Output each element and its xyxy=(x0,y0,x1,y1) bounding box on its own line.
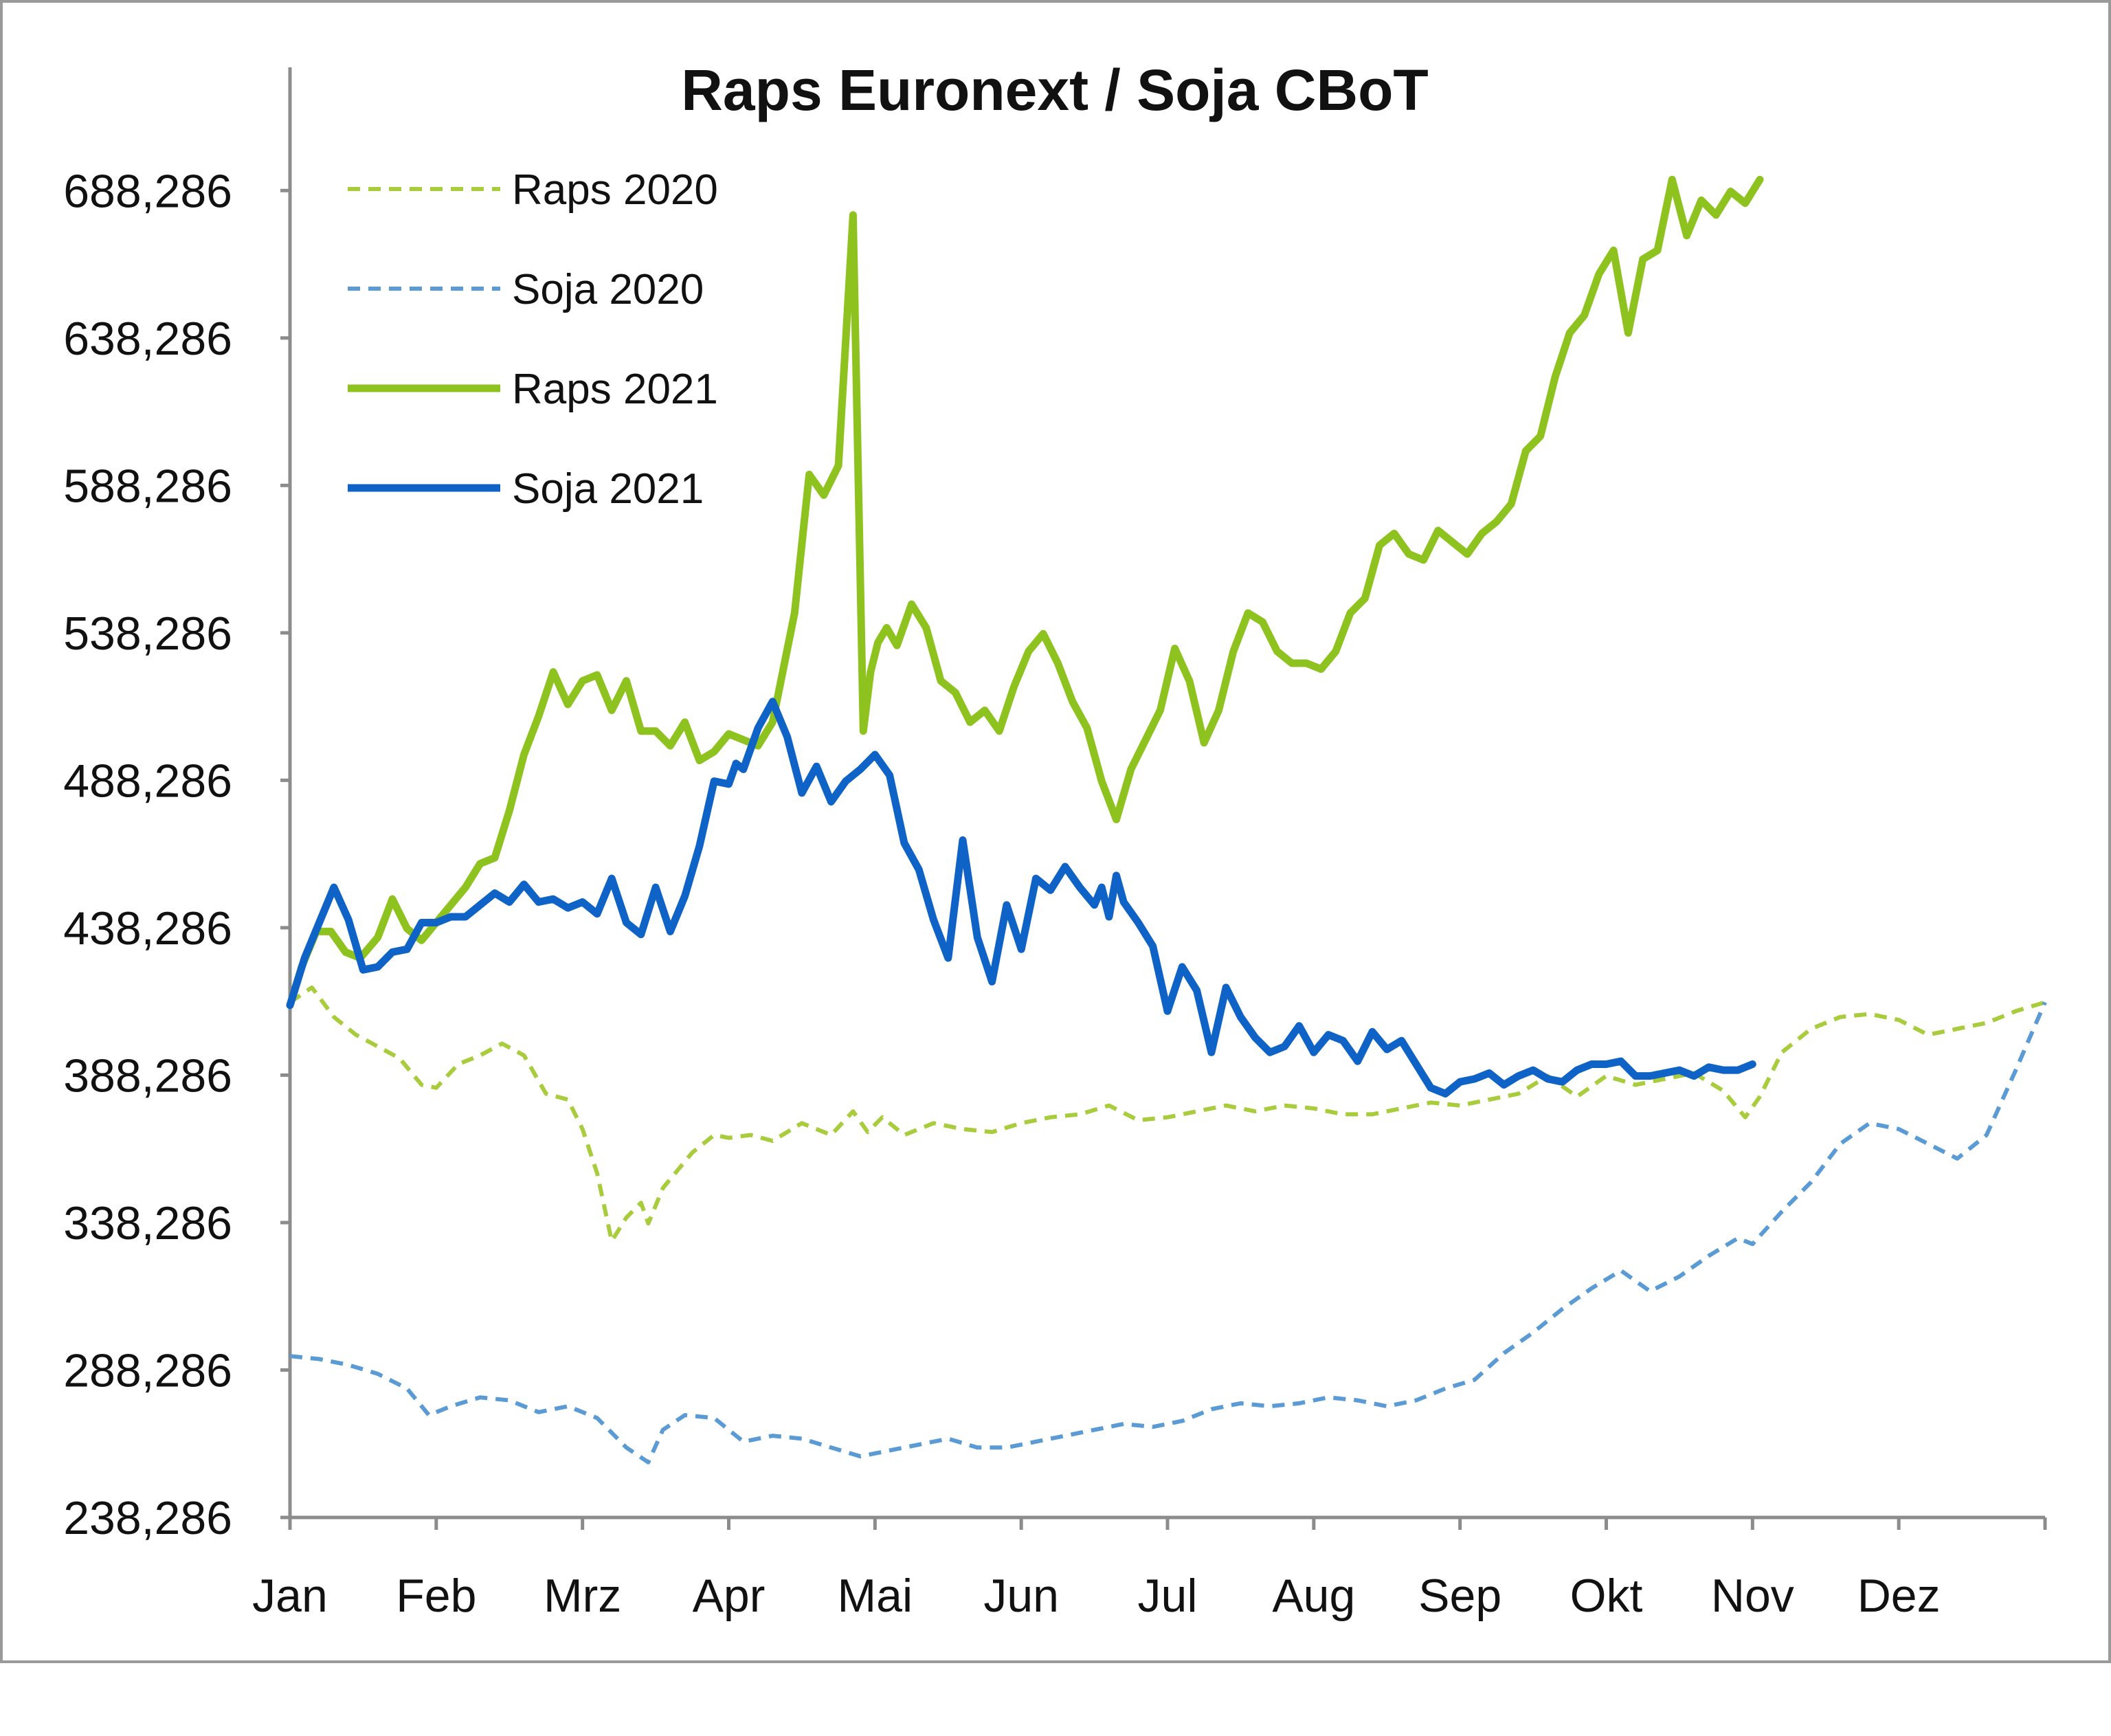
x-tick-label: Apr xyxy=(693,1570,766,1622)
chart-frame xyxy=(0,0,2111,1663)
legend-label: Soja 2020 xyxy=(512,266,704,313)
x-tick-label: Jan xyxy=(252,1570,328,1622)
chart-title: Raps Euronext / Soja CBoT xyxy=(681,58,1429,122)
y-tick-label: 288,286 xyxy=(63,1344,232,1396)
x-tick-label: Jul xyxy=(1138,1570,1198,1622)
y-tick-label: 438,286 xyxy=(63,902,232,955)
series-line-raps-2021 xyxy=(286,175,1764,1010)
x-tick-label: Dez xyxy=(1857,1570,1941,1622)
x-tick-label: Sep xyxy=(1418,1570,1501,1622)
x-tick-label: Jun xyxy=(983,1570,1059,1622)
y-tick-label: 238,286 xyxy=(63,1492,232,1544)
y-tick-label: 588,286 xyxy=(63,460,232,512)
y-tick-label: 338,286 xyxy=(63,1197,232,1249)
series-line-soja-2021 xyxy=(286,698,1756,1098)
x-tick-label: Nov xyxy=(1711,1570,1794,1622)
y-tick-label: 488,286 xyxy=(63,755,232,807)
y-tick-label: 638,286 xyxy=(63,313,232,365)
y-tick-label: 538,286 xyxy=(63,608,232,660)
series-layer xyxy=(286,175,2047,1465)
x-tick-label: Okt xyxy=(1570,1570,1643,1622)
x-tick-label: Feb xyxy=(396,1570,476,1622)
y-tick-label: 688,286 xyxy=(63,165,232,217)
series-line-soja-2020 xyxy=(289,1001,2047,1465)
x-tick-label: Mai xyxy=(838,1570,913,1622)
axes: 238,286 288,286 338,286 388,286 438,286 488,2… xyxy=(63,67,2047,1622)
legend: Raps 2020 Soja 2020 Raps 2021 Soja 2021 xyxy=(348,166,718,513)
legend-label: Raps 2021 xyxy=(512,366,718,413)
legend-label: Raps 2020 xyxy=(512,166,718,214)
x-tick-label: Aug xyxy=(1272,1570,1355,1622)
y-tick-label: 388,286 xyxy=(63,1049,232,1102)
x-tick-label: Mrz xyxy=(544,1570,621,1622)
series-line-raps-2020 xyxy=(289,985,2046,1243)
legend-label: Soja 2021 xyxy=(512,465,704,513)
